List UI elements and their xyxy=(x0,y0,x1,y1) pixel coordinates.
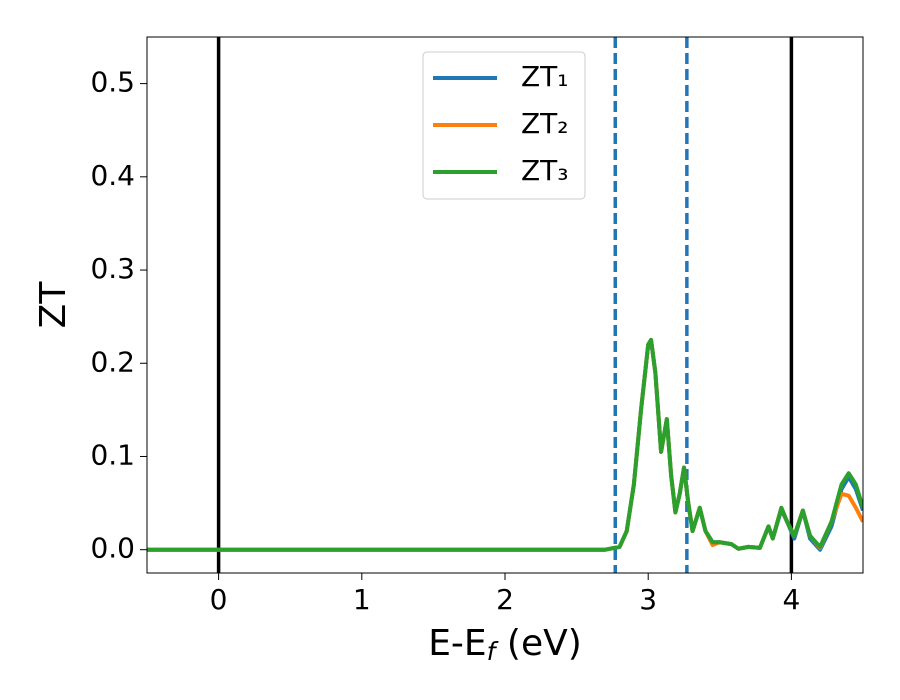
legend-label: ZT₃ xyxy=(521,154,569,187)
data-line xyxy=(147,337,863,552)
x-tick-label: 0 xyxy=(210,583,228,616)
y-tick-label: 0.4 xyxy=(90,159,135,192)
y-tick-label: 0.5 xyxy=(90,66,135,99)
y-tick-label: 0.2 xyxy=(90,345,135,378)
x-label-main: E-E xyxy=(428,623,486,664)
x-axis-label: E-Ef (eV) xyxy=(428,623,582,666)
x-tick-label: 2 xyxy=(496,583,514,616)
legend-label: ZT₁ xyxy=(521,60,569,93)
x-tick-label: 3 xyxy=(639,583,657,616)
legend: ZT₁ ZT₂ ZT₃ xyxy=(422,51,586,200)
y-axis-label: ZT xyxy=(33,281,74,329)
y-tick-label: 0.0 xyxy=(90,532,135,565)
x-tick-label: 1 xyxy=(353,583,371,616)
plot-area xyxy=(147,37,863,573)
x-label-unit: (eV) xyxy=(495,623,581,664)
legend-box xyxy=(422,51,586,200)
legend-label: ZT₂ xyxy=(521,107,569,140)
y-tick-label: 0.1 xyxy=(90,438,135,471)
x-tick-label: 4 xyxy=(782,583,800,616)
y-tick-label: 0.3 xyxy=(90,252,135,285)
